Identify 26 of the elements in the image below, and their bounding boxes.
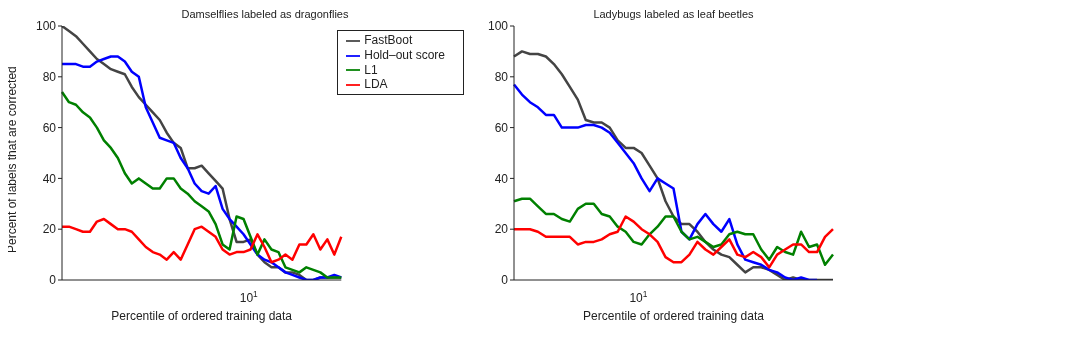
y-tick-label: 100 xyxy=(487,19,509,34)
y-tick-label: 80 xyxy=(42,70,57,85)
line-series xyxy=(512,215,835,269)
y-tick-label: 0 xyxy=(501,273,509,288)
legend-label: L1 xyxy=(364,62,378,77)
y-tick-label: 80 xyxy=(494,70,509,85)
chart-title: Ladybugs labeled as leaf beetles xyxy=(592,8,755,20)
y-tick-label: 100 xyxy=(35,19,57,34)
y-axis-title: Percent of labels that are corrected xyxy=(5,66,20,253)
chart-title: Damselflies labeled as dragonflies xyxy=(180,8,350,20)
x-axis-title: Percentile of ordered training data xyxy=(111,309,293,323)
legend-label: LDA xyxy=(364,77,388,92)
y-tick-label: 20 xyxy=(494,222,509,237)
y-tick-label: 0 xyxy=(49,273,57,288)
y-tick-label: 40 xyxy=(494,171,509,186)
line-series xyxy=(512,197,835,267)
x-axis-title: Percentile of ordered training data xyxy=(583,309,765,323)
legend-label: FastBoot xyxy=(364,33,413,47)
text: 10$^{1}$ xyxy=(629,289,648,305)
text: 10$^{1}$ xyxy=(239,289,259,305)
legend-label: Hold–out score xyxy=(364,47,445,62)
y-tick-label: 60 xyxy=(42,120,57,135)
y-tick-label: 60 xyxy=(494,120,509,135)
line-series xyxy=(60,217,343,264)
y-tick-label: 20 xyxy=(42,222,57,237)
y-tick-label: 40 xyxy=(42,171,57,186)
